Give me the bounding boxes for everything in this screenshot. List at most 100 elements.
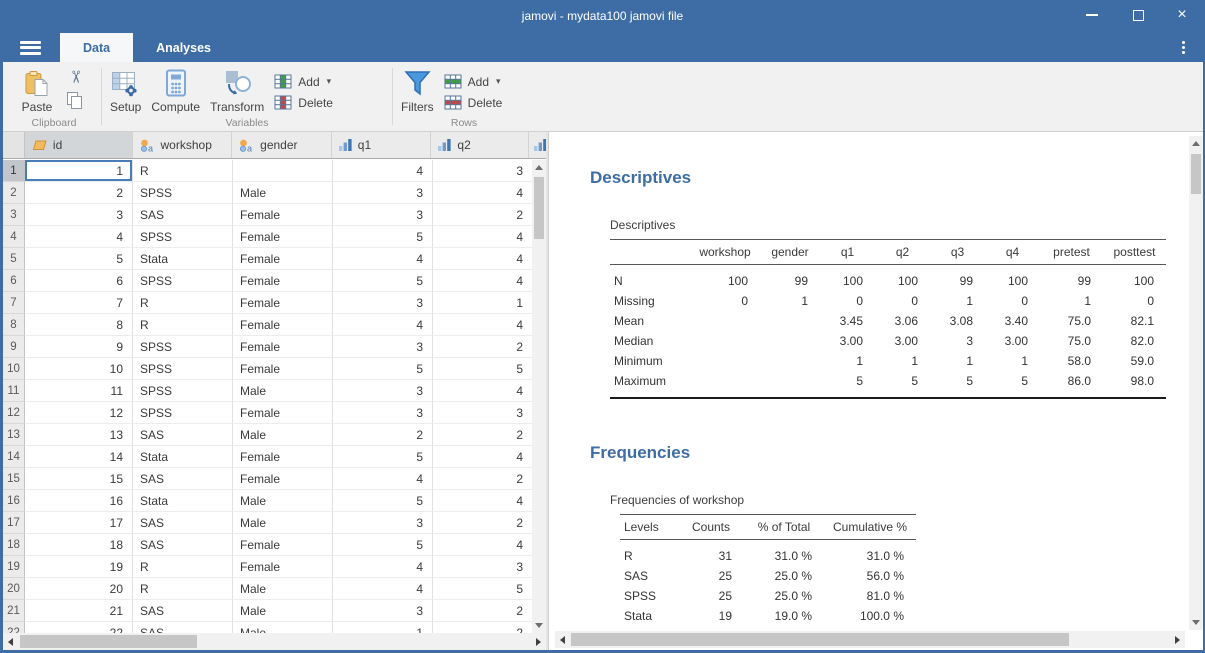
cell[interactable]: SPSS	[133, 402, 233, 424]
cell[interactable]: 4	[333, 468, 433, 490]
cell[interactable]: 4	[433, 446, 532, 468]
cell[interactable]: Female	[233, 270, 333, 292]
copy-icon[interactable]	[65, 91, 85, 111]
cell[interactable]: Male	[233, 600, 333, 622]
add-row-button[interactable]: Add ▾	[444, 74, 503, 90]
row-number[interactable]: 2	[3, 182, 25, 204]
row-number[interactable]: 16	[3, 490, 25, 512]
close-button[interactable]: ×	[1165, 0, 1199, 30]
cell[interactable]: 4	[433, 314, 532, 336]
cell[interactable]: 14	[25, 446, 133, 468]
minimize-button[interactable]	[1075, 0, 1109, 30]
cell[interactable]: SPSS	[133, 182, 233, 204]
row-number[interactable]: 11	[3, 380, 25, 402]
row-number[interactable]: 1	[3, 160, 25, 182]
cell[interactable]: 4	[433, 534, 532, 556]
cell[interactable]: 1	[25, 160, 133, 182]
scroll-down-button[interactable]	[1189, 615, 1203, 630]
cell[interactable]: R	[133, 578, 233, 600]
cell[interactable]: Male	[233, 380, 333, 402]
cell[interactable]: 3	[433, 160, 532, 182]
cell[interactable]: 3	[333, 292, 433, 314]
add-variable-button[interactable]: Add ▾	[274, 74, 333, 90]
main-menu-button[interactable]	[0, 33, 60, 62]
column-header-id[interactable]: id	[25, 132, 133, 158]
cell[interactable]: 5	[433, 358, 532, 380]
cell[interactable]: 2	[25, 182, 133, 204]
row-number[interactable]: 12	[3, 402, 25, 424]
cell[interactable]: 3	[333, 336, 433, 358]
cell[interactable]: 3	[433, 556, 532, 578]
cell[interactable]: 1	[333, 622, 433, 633]
row-number[interactable]: 13	[3, 424, 25, 446]
cell[interactable]: SAS	[133, 468, 233, 490]
column-header-gender[interactable]: a gender	[232, 132, 332, 158]
tab-analyses[interactable]: Analyses	[133, 33, 234, 62]
column-header-q2[interactable]: q2	[431, 132, 529, 158]
cell[interactable]: Female	[233, 292, 333, 314]
cell[interactable]: Male	[233, 578, 333, 600]
scroll-right-button[interactable]	[531, 633, 546, 650]
row-number[interactable]: 15	[3, 468, 25, 490]
cell[interactable]: 21	[25, 600, 133, 622]
cell[interactable]: SPSS	[133, 380, 233, 402]
cell[interactable]: Female	[233, 534, 333, 556]
row-number[interactable]: 7	[3, 292, 25, 314]
cut-icon[interactable]: ✂	[65, 70, 85, 84]
row-number[interactable]: 9	[3, 336, 25, 358]
cell[interactable]: 13	[25, 424, 133, 446]
cell[interactable]: Female	[233, 358, 333, 380]
setup-button[interactable]: Setup	[110, 62, 141, 114]
scrollbar-thumb[interactable]	[571, 633, 1069, 646]
cell[interactable]: 3	[25, 204, 133, 226]
cell[interactable]: SAS	[133, 424, 233, 446]
cell[interactable]: 4	[333, 578, 433, 600]
cell[interactable]: 3	[433, 402, 532, 424]
cell[interactable]: SPSS	[133, 358, 233, 380]
row-number[interactable]: 21	[3, 600, 25, 622]
row-number[interactable]: 18	[3, 534, 25, 556]
cell[interactable]: Female	[233, 468, 333, 490]
cell[interactable]: 5	[333, 534, 433, 556]
cell[interactable]: Male	[233, 490, 333, 512]
cell[interactable]: 3	[333, 402, 433, 424]
cell[interactable]: 2	[433, 204, 532, 226]
cell[interactable]: 4	[433, 380, 532, 402]
cell[interactable]: 2	[433, 512, 532, 534]
scroll-up-button[interactable]	[532, 160, 546, 175]
cell[interactable]: 6	[25, 270, 133, 292]
cell[interactable]: 7	[25, 292, 133, 314]
cell[interactable]: 4	[333, 160, 433, 182]
cell[interactable]: 9	[25, 336, 133, 358]
row-number[interactable]: 8	[3, 314, 25, 336]
cell[interactable]: Stata	[133, 446, 233, 468]
cell[interactable]: SAS	[133, 534, 233, 556]
scroll-left-button[interactable]	[555, 631, 570, 648]
row-number[interactable]: 22	[3, 622, 25, 633]
cell[interactable]: 20	[25, 578, 133, 600]
sheet-horizontal-scrollbar[interactable]	[3, 633, 546, 650]
sheet-vertical-scrollbar[interactable]	[532, 160, 546, 633]
cell[interactable]: 4	[433, 182, 532, 204]
cell[interactable]: 8	[25, 314, 133, 336]
column-header-q1[interactable]: q1	[332, 132, 432, 158]
results-vertical-scrollbar[interactable]	[1189, 136, 1203, 630]
cell[interactable]: Female	[233, 314, 333, 336]
cell[interactable]: 2	[433, 468, 532, 490]
cell[interactable]: Stata	[133, 490, 233, 512]
cell[interactable]: 4	[333, 556, 433, 578]
cell[interactable]: SPSS	[133, 270, 233, 292]
row-number[interactable]: 4	[3, 226, 25, 248]
cell[interactable]: 10	[25, 358, 133, 380]
cell[interactable]: 5	[333, 226, 433, 248]
cell[interactable]: R	[133, 314, 233, 336]
cell[interactable]: Male	[233, 512, 333, 534]
cell[interactable]: 12	[25, 402, 133, 424]
row-number[interactable]: 3	[3, 204, 25, 226]
cell[interactable]: 4	[433, 248, 532, 270]
cell[interactable]: 5	[333, 270, 433, 292]
cell[interactable]: 2	[333, 424, 433, 446]
cell[interactable]: 2	[433, 424, 532, 446]
scroll-right-button[interactable]	[1170, 631, 1185, 648]
cell[interactable]: 5	[25, 248, 133, 270]
